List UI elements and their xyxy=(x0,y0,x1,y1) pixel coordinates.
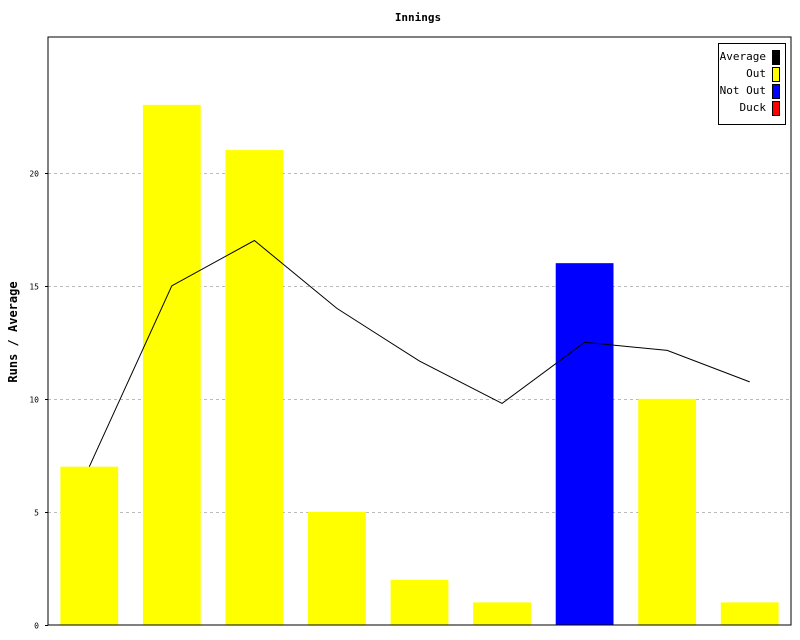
legend-label-not-out: Not Out xyxy=(720,84,766,97)
y-tick-label: 15 xyxy=(29,283,39,292)
y-tick-label: 5 xyxy=(34,509,39,518)
legend-label-duck: Duck xyxy=(740,101,767,114)
y-axis-label: Runs / Average xyxy=(6,281,20,382)
legend: Average Out Not Out Duck xyxy=(718,43,786,125)
bar-innings-1 xyxy=(60,466,119,625)
bar-innings-8 xyxy=(638,398,697,625)
bar-innings-6 xyxy=(473,602,531,625)
bar-innings-4 xyxy=(308,511,366,625)
bar-innings-5 xyxy=(390,579,449,625)
y-tick-label: 10 xyxy=(29,396,39,405)
y-tick-label: 0 xyxy=(34,622,39,631)
legend-swatch-duck xyxy=(772,101,780,116)
average-line xyxy=(88,239,750,467)
y-tick-label: 20 xyxy=(29,170,39,179)
legend-label-average: Average xyxy=(720,50,766,63)
y-ticks: 0 5 10 15 20 xyxy=(29,170,48,631)
bar-innings-2 xyxy=(142,104,201,626)
average-line-group xyxy=(88,239,750,467)
bar-innings-7 xyxy=(555,263,614,625)
bar-innings-3 xyxy=(225,150,284,626)
legend-swatch-out xyxy=(772,67,780,82)
chart-title: Innings xyxy=(395,11,441,24)
legend-swatch-not-out xyxy=(772,84,780,99)
legend-label-out: Out xyxy=(746,67,766,80)
bars xyxy=(60,104,779,626)
bar-innings-9 xyxy=(720,602,779,625)
plot-frame xyxy=(47,36,792,626)
legend-swatch-average xyxy=(772,50,780,65)
